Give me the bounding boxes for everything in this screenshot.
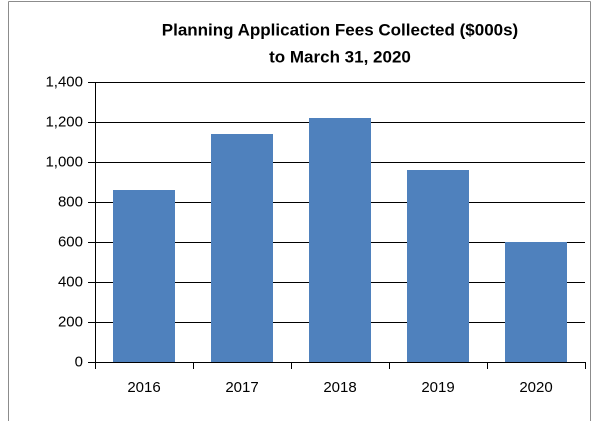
bar <box>113 190 175 362</box>
x-tick-label: 2019 <box>421 379 454 396</box>
chart-title: to March 31, 2020 <box>269 47 411 66</box>
x-tick-label: 2016 <box>127 379 160 396</box>
x-tick-label: 2017 <box>225 379 258 396</box>
y-tick-label: 1,200 <box>45 113 83 130</box>
y-tick-label: 400 <box>58 273 83 290</box>
chart-title: Planning Application Fees Collected ($00… <box>162 20 518 39</box>
x-tick-label: 2020 <box>519 379 552 396</box>
bar <box>211 134 273 362</box>
y-tick-label: 800 <box>58 193 83 210</box>
y-tick-label: 600 <box>58 233 83 250</box>
bar <box>505 242 567 362</box>
y-tick-label: 1,400 <box>45 73 83 90</box>
y-tick-label: 1,000 <box>45 153 83 170</box>
bar <box>309 118 371 362</box>
x-tick-label: 2018 <box>323 379 356 396</box>
y-tick-label: 200 <box>58 313 83 330</box>
bar <box>407 170 469 362</box>
y-tick-label: 0 <box>75 353 83 370</box>
